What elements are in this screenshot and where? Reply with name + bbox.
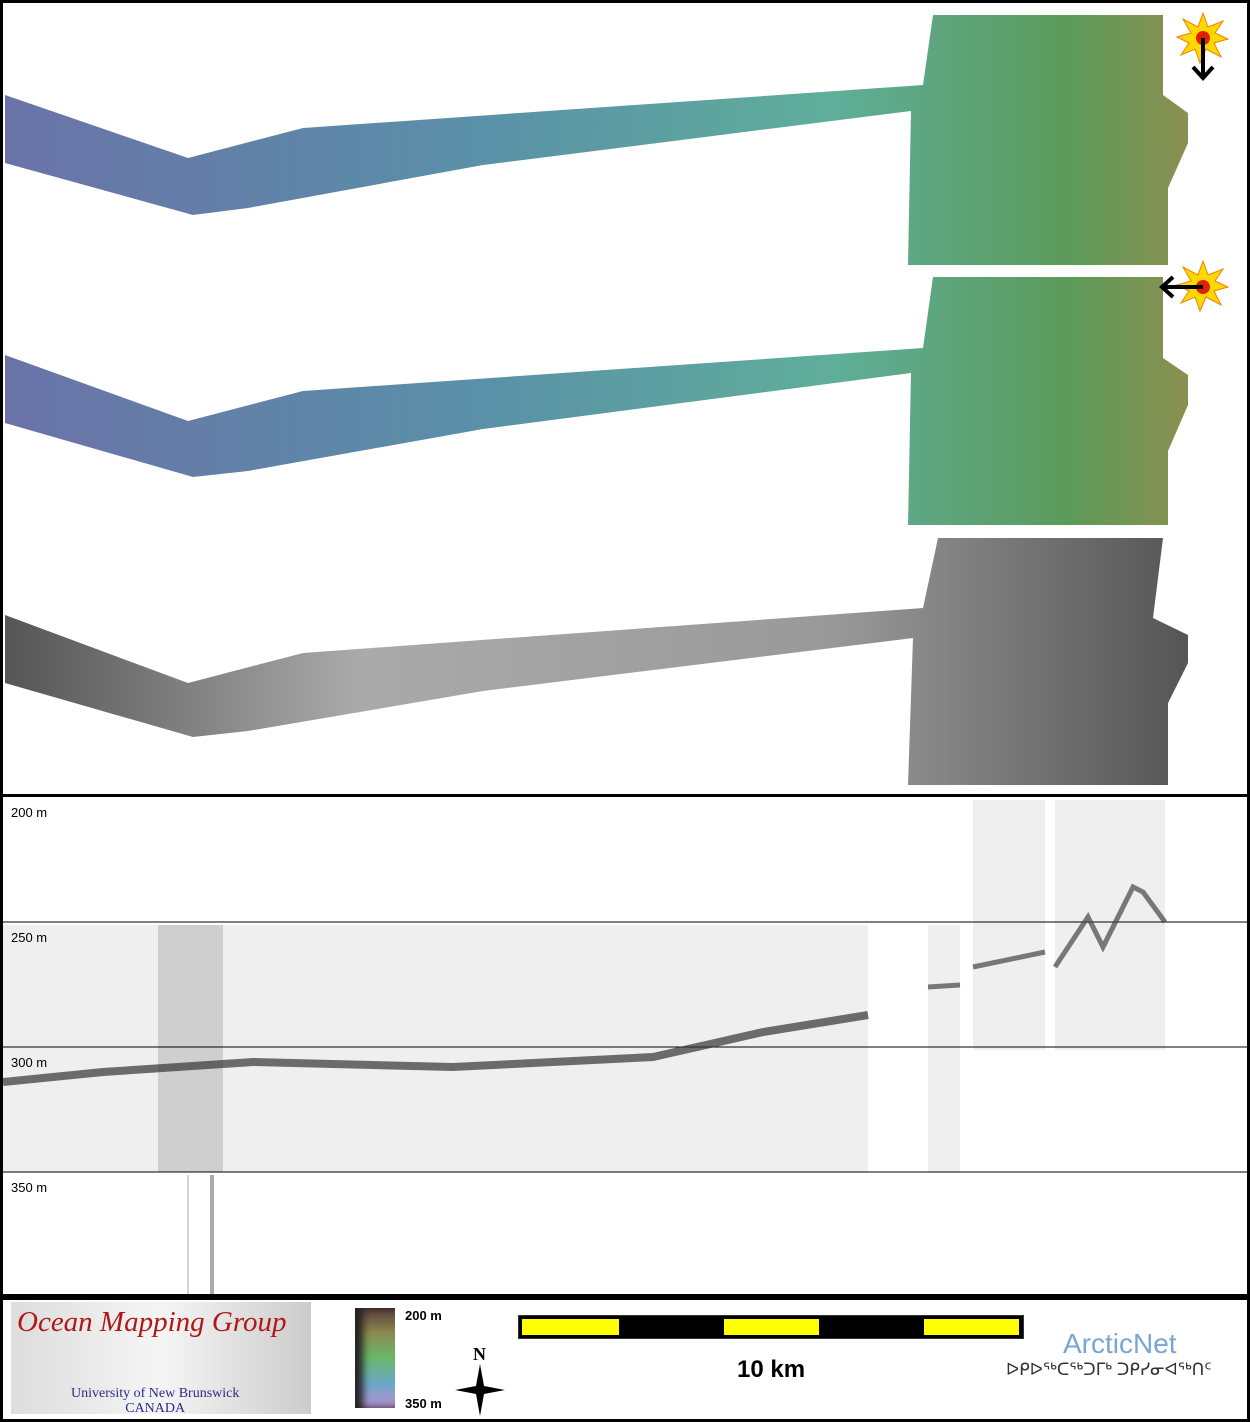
depth-label-200: 200 m xyxy=(11,805,48,820)
logo-line2: CANADA xyxy=(125,1401,186,1416)
arrow-left-icon xyxy=(1159,275,1203,299)
colorbar-bottom-label: 350 m xyxy=(405,1396,442,1411)
shaded-relief-map-north-light xyxy=(5,11,1230,265)
scale-label: 10 km xyxy=(737,1356,806,1383)
logo-title: Ocean Mapping Group xyxy=(17,1306,287,1338)
maps-svg xyxy=(5,11,1230,785)
omg-logo: Ocean Mapping Group University of New Br… xyxy=(11,1302,311,1416)
logo-university: University of New Brunswick CANADA xyxy=(71,1386,239,1416)
subbottom-profile-panel: 200 m 250 m 300 m 350 m xyxy=(0,794,1250,1297)
depth-label-250: 250 m xyxy=(11,930,48,945)
depth-colorbar xyxy=(355,1308,395,1408)
colorbar-top-label: 200 m xyxy=(405,1308,442,1323)
depth-label-350: 350 m xyxy=(11,1180,48,1195)
profile-svg xyxy=(3,800,1247,1294)
north-label: N xyxy=(473,1344,486,1364)
arcticnet-syllabics: ᐅᑭᐅᖅᑕᖅᑐᒥᒃ ᑐᑭᓯᓂᐊᖅᑎᑦ xyxy=(1006,1360,1212,1379)
arcticnet-logo: ArcticNet xyxy=(1063,1328,1177,1359)
scale-bar xyxy=(518,1315,1024,1339)
north-arrow-icon xyxy=(455,1364,505,1416)
depth-label-300: 300 m xyxy=(11,1055,48,1070)
seafloor-reflector xyxy=(3,1011,869,1086)
shaded-relief-map-east-light xyxy=(5,259,1230,525)
logo-line1: University of New Brunswick xyxy=(71,1386,240,1401)
backscatter-mosaic-map xyxy=(5,538,1188,785)
bathymetry-maps-panel xyxy=(0,0,1250,797)
arrow-down-icon xyxy=(1191,38,1215,81)
legend-footer: Ocean Mapping Group University of New Br… xyxy=(0,1297,1250,1422)
